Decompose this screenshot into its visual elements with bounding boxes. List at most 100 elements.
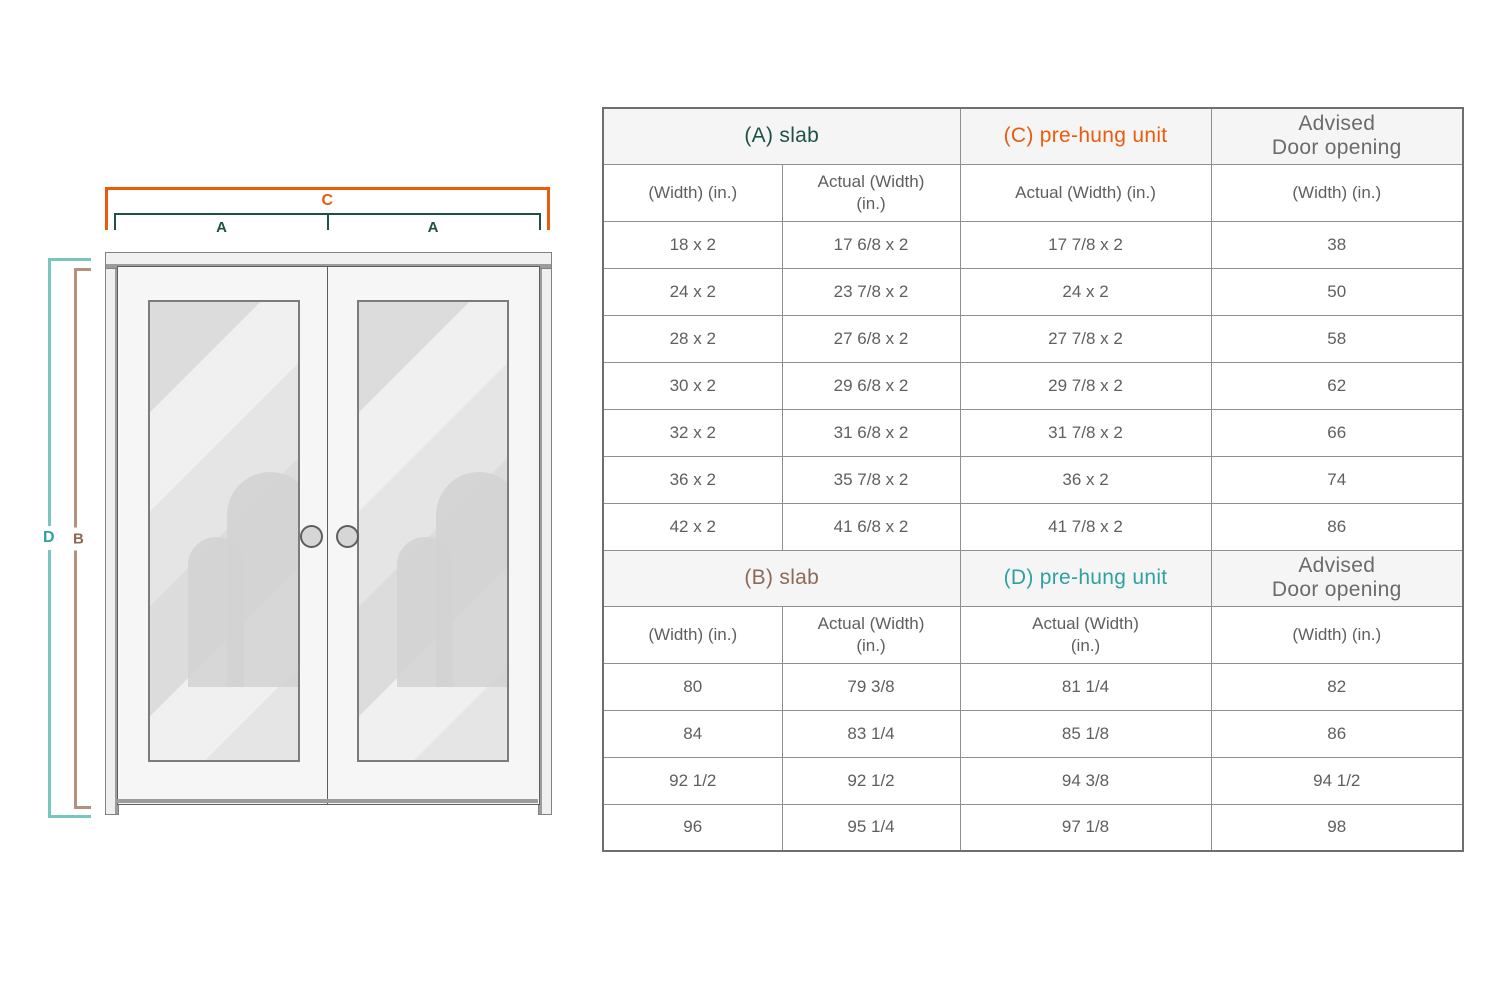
section-a-header-row: (A) slab (C) pre-hung unit Advised Door …: [602, 107, 1464, 165]
table-cell: 58: [1210, 314, 1464, 363]
advised-line1: Advised: [1298, 112, 1376, 136]
subheader-line: (in.): [856, 193, 886, 213]
advised-line1: Advised: [1298, 553, 1376, 577]
table-cell: 50: [1210, 267, 1464, 316]
section-b-subheader-row: (Width) (in.) Actual (Width) (in.) Actua…: [602, 605, 1464, 664]
table-section-a-head: (A) slab (C) pre-hung unit Advised Door …: [602, 107, 1464, 222]
table-cell: 24 x 2: [602, 267, 783, 316]
table-cell: 97 1/8: [959, 803, 1212, 852]
dim-bracket-a-middle-tick: [326, 215, 329, 230]
table-section-b-body: 80 79 3/8 81 1/4 82 84 83 1/4 85 1/8 86 92 1/2 92…: [602, 662, 1464, 852]
table-section-a-body: 18 x 2 17 6/8 x 2 17 7/8 x 2 38 24 x 2 23 7/8…: [602, 220, 1464, 551]
table-cell: 95 1/4: [781, 803, 961, 852]
table-cell: 17 6/8 x 2: [781, 220, 961, 269]
table-cell: 29 6/8 x 2: [781, 361, 961, 410]
subheader-line: (in.): [1070, 635, 1101, 655]
table-row: 42 x 2 41 6/8 x 2 41 7/8 x 2 86: [602, 502, 1464, 551]
table-cell: 31 6/8 x 2: [781, 408, 961, 457]
table-cell: 96: [602, 803, 783, 852]
table-cell: 92 1/2: [602, 756, 783, 805]
table-cell: 62: [1210, 361, 1464, 410]
door-glass-right: [357, 300, 509, 762]
glass-reflection-shape: [435, 471, 507, 687]
advised-line2: Door opening: [1271, 578, 1402, 601]
table-cell: 41 7/8 x 2: [959, 502, 1212, 551]
door-slab-left: [117, 266, 329, 805]
door-glass-left: [148, 300, 300, 762]
table-cell: 94 3/8: [959, 756, 1212, 805]
table-cell: 86: [1210, 709, 1464, 758]
door-knob-right: [336, 525, 359, 548]
dim-label-a-left: A: [216, 219, 228, 236]
dim-label-c: C: [321, 192, 334, 209]
section-a-subheader-row: (Width) (in.) Actual (Width) (in.) Actua…: [602, 163, 1464, 222]
table-row: 96 95 1/4 97 1/8 98: [602, 803, 1464, 852]
table-row: 92 1/2 92 1/2 94 3/8 94 1/2: [602, 756, 1464, 805]
table-cell: 36 x 2: [959, 455, 1212, 504]
subheader-width: (Width) (in.): [602, 163, 783, 222]
table-cell: 98: [1210, 803, 1464, 852]
table-row: 32 x 2 31 6/8 x 2 31 7/8 x 2 66: [602, 408, 1464, 457]
table-cell: 92 1/2: [781, 756, 961, 805]
table-cell: 28 x 2: [602, 314, 783, 363]
table-row: 28 x 2 27 6/8 x 2 27 7/8 x 2 58: [602, 314, 1464, 363]
header-advised-door-opening: Advised Door opening: [1210, 107, 1464, 165]
table-cell: 31 7/8 x 2: [959, 408, 1212, 457]
table-cell: 32 x 2: [602, 408, 783, 457]
table-cell: 23 7/8 x 2: [781, 267, 961, 316]
header-advised-door-opening: Advised Door opening: [1210, 549, 1464, 607]
door-size-table: (A) slab (C) pre-hung unit Advised Door …: [602, 107, 1465, 852]
table-cell: 27 6/8 x 2: [781, 314, 961, 363]
table-cell: 24 x 2: [959, 267, 1212, 316]
table-cell: 94 1/2: [1210, 756, 1464, 805]
table-row: 18 x 2 17 6/8 x 2 17 7/8 x 2 38: [602, 220, 1464, 269]
subheader-actual-width-prehung: Actual (Width) (in.): [959, 605, 1212, 664]
section-b-header-row: (B) slab (D) pre-hung unit Advised Door …: [602, 549, 1464, 607]
table-cell: 82: [1210, 662, 1464, 711]
subheader-actual-width: Actual (Width) (in.): [781, 605, 961, 664]
door-knob-left: [300, 525, 323, 548]
dim-bracket-c: C: [105, 187, 550, 230]
table-cell: 36 x 2: [602, 455, 783, 504]
table-cell: 42 x 2: [602, 502, 783, 551]
table-cell: 81 1/4: [959, 662, 1212, 711]
table-cell: 80: [602, 662, 783, 711]
subheader-actual-width: Actual (Width) (in.): [781, 163, 961, 222]
table-row: 24 x 2 23 7/8 x 2 24 x 2 50: [602, 267, 1464, 316]
dim-label-d: D: [42, 526, 57, 550]
table-cell: 38: [1210, 220, 1464, 269]
dim-bracket-d: D: [42, 258, 91, 818]
subheader-width: (Width) (in.): [602, 605, 783, 664]
header-a-slab: (A) slab: [602, 107, 961, 165]
table-section-b-head: (B) slab (D) pre-hung unit Advised Door …: [602, 549, 1464, 664]
table-cell: 85 1/8: [959, 709, 1212, 758]
header-b-slab: (B) slab: [602, 549, 961, 607]
table-row: 36 x 2 35 7/8 x 2 36 x 2 74: [602, 455, 1464, 504]
table-cell: 18 x 2: [602, 220, 783, 269]
table-cell: 79 3/8: [781, 662, 961, 711]
table-cell: 17 7/8 x 2: [959, 220, 1212, 269]
table-cell: 41 6/8 x 2: [781, 502, 961, 551]
door-slab-right: [327, 266, 540, 805]
table-cell: 74: [1210, 455, 1464, 504]
subheader-advised-width: (Width) (in.): [1210, 163, 1464, 222]
table-cell: 30 x 2: [602, 361, 783, 410]
table-cell: 35 7/8 x 2: [781, 455, 961, 504]
dim-bracket-a: A A: [114, 213, 541, 236]
subheader-advised-width: (Width) (in.): [1210, 605, 1464, 664]
subheader-actual-width-prehung: Actual (Width) (in.): [959, 163, 1212, 222]
header-d-prehung: (D) pre-hung unit: [959, 549, 1212, 607]
glass-reflection-shape: [226, 471, 298, 687]
table-cell: 86: [1210, 502, 1464, 551]
table-cell: 66: [1210, 408, 1464, 457]
dim-label-b: B: [72, 527, 86, 550]
subheader-line: Actual (Width): [817, 172, 925, 192]
table-cell: 84: [602, 709, 783, 758]
dim-bracket-b: B: [72, 268, 91, 809]
subheader-line: Actual (Width): [1032, 614, 1139, 634]
advised-line2: Door opening: [1271, 136, 1402, 160]
dim-label-a-right: A: [427, 219, 439, 236]
header-c-prehung: (C) pre-hung unit: [959, 107, 1212, 165]
table-row: 80 79 3/8 81 1/4 82: [602, 662, 1464, 711]
